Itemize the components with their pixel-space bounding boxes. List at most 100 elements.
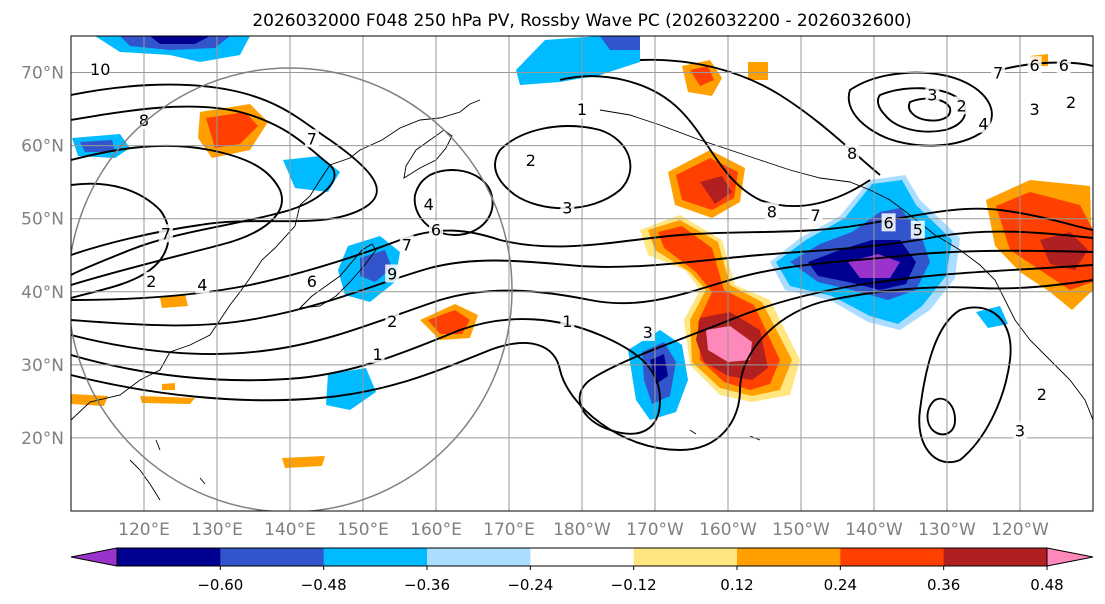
contour-label-bg — [1013, 421, 1027, 440]
pv-shade-blob — [682, 60, 722, 96]
contour-label-bg — [385, 312, 400, 330]
coastline-asia — [71, 99, 481, 421]
coastline-japan — [298, 243, 377, 309]
gridlines — [71, 36, 1093, 511]
contour-label: 3 — [1030, 100, 1040, 119]
colorbar-bin — [633, 548, 738, 566]
colorbar-outline — [116, 547, 1048, 567]
contour-label: 7 — [993, 64, 1003, 83]
contour-label: 6 — [431, 221, 441, 240]
contour-label-bg — [1027, 100, 1042, 119]
contour-label-bg — [304, 129, 319, 148]
coastline-islands — [129, 429, 761, 501]
colorbar: −0.60 −0.48 −0.36 −0.24 −0.12 0.12 0.24 0.36 0.4… — [70, 547, 1094, 594]
contour-label-bg — [925, 85, 940, 104]
contour-label: 1 — [562, 312, 572, 331]
map-title: 2026032000 F048 250 hPa PV, Rossby Wave … — [252, 11, 911, 31]
contour-label-bg — [954, 96, 969, 115]
contour-label-bg — [1034, 385, 1049, 404]
contour-label: 7 — [402, 235, 412, 254]
contour-label-bg — [370, 344, 385, 363]
lon-label: 150°E — [337, 520, 389, 540]
highlight-circle — [71, 67, 513, 511]
pv-shade-blob — [640, 215, 800, 402]
contour-label-bg — [845, 143, 860, 162]
pv-contour — [413, 169, 494, 236]
contour-label-bg — [1064, 92, 1079, 111]
lon-label: 170°W — [626, 520, 684, 540]
pv-contour — [71, 105, 336, 276]
contour-label-bg — [764, 202, 779, 221]
coastline-layer — [71, 99, 1093, 501]
pv-contour — [71, 264, 1093, 435]
contour-label-bg — [1027, 56, 1042, 75]
lat-label: 30°N — [21, 356, 64, 376]
lon-label: 170°E — [483, 520, 535, 540]
pv-contour — [918, 306, 1012, 463]
contour-label: 8 — [847, 144, 857, 163]
contour-label: 4 — [978, 115, 988, 134]
contour-label-bg — [399, 235, 414, 254]
contour-label: 4 — [197, 275, 207, 294]
longitude-labels: 120°E 130°E 140°E 150°E 160°E 170°E 180°W 170°W… — [118, 520, 1049, 540]
pv-shade-blob — [976, 306, 1008, 328]
lat-label: 60°N — [21, 137, 64, 157]
colorbar-bin — [840, 548, 945, 566]
contour-label-bg — [385, 264, 400, 283]
contour-label: 7 — [161, 224, 171, 243]
contour-label-bg — [137, 111, 151, 130]
colorbar-tick-label: −0.12 — [611, 576, 657, 594]
contour-label: 1 — [577, 100, 587, 119]
contour-label: 2 — [387, 312, 397, 331]
contour-label-bg — [158, 224, 173, 243]
contour-label-bg — [144, 271, 159, 290]
latitude-labels: 70°N 60°N 50°N 40°N 30°N 20°N — [21, 64, 64, 449]
pv-contour — [999, 61, 1093, 71]
contour-label: 2 — [1066, 93, 1076, 112]
contour-label: 8 — [139, 111, 149, 130]
colorbar-bin — [117, 548, 221, 566]
colorbar-tick-label: 0.48 — [1030, 576, 1063, 594]
colorbar-bin — [530, 548, 635, 566]
contour-label: 7 — [811, 206, 821, 225]
lon-label: 160°E — [410, 520, 462, 540]
pv-contour — [494, 125, 632, 210]
colorbar-bin — [737, 548, 841, 566]
contour-label: 2 — [957, 96, 967, 115]
lon-label: 130°E — [191, 520, 243, 540]
lon-label: 150°W — [772, 520, 830, 540]
pv-contour — [71, 249, 1093, 355]
contour-label-bg — [93, 59, 108, 78]
contour-label: 7 — [307, 129, 317, 148]
lon-label: 160°W — [699, 520, 757, 540]
lon-label: 140°E — [264, 520, 316, 540]
pv-shade-blob — [748, 62, 768, 80]
contour-label: 8 — [767, 202, 777, 221]
pv-contour — [926, 397, 956, 436]
contour-label-bg — [910, 220, 925, 239]
pv-shade-blob — [338, 236, 400, 302]
colorbar-bin — [323, 548, 428, 566]
pv-shade-blob — [283, 156, 340, 192]
colorbar-tick-label: 0.24 — [824, 576, 857, 594]
pv-contour — [71, 279, 1093, 451]
contour-label: 5 — [913, 221, 923, 240]
contour-label: 3 — [562, 199, 572, 218]
contour-label: 6 — [884, 213, 894, 232]
contour-label-bg — [195, 275, 210, 294]
contour-label: 6 — [307, 272, 317, 291]
lat-label: 20°N — [21, 429, 64, 449]
contour-label-bg — [808, 206, 823, 225]
contour-label: 2 — [146, 272, 156, 291]
lon-label: 140°W — [845, 520, 903, 540]
contour-label-bg — [560, 312, 575, 330]
colorbar-tick-label: −0.48 — [301, 576, 347, 594]
colorbar-tick-label: −0.24 — [507, 576, 553, 594]
contour-label: 1 — [373, 345, 383, 364]
contour-label: 3 — [643, 323, 653, 342]
pv-contour-layer — [71, 58, 1093, 463]
